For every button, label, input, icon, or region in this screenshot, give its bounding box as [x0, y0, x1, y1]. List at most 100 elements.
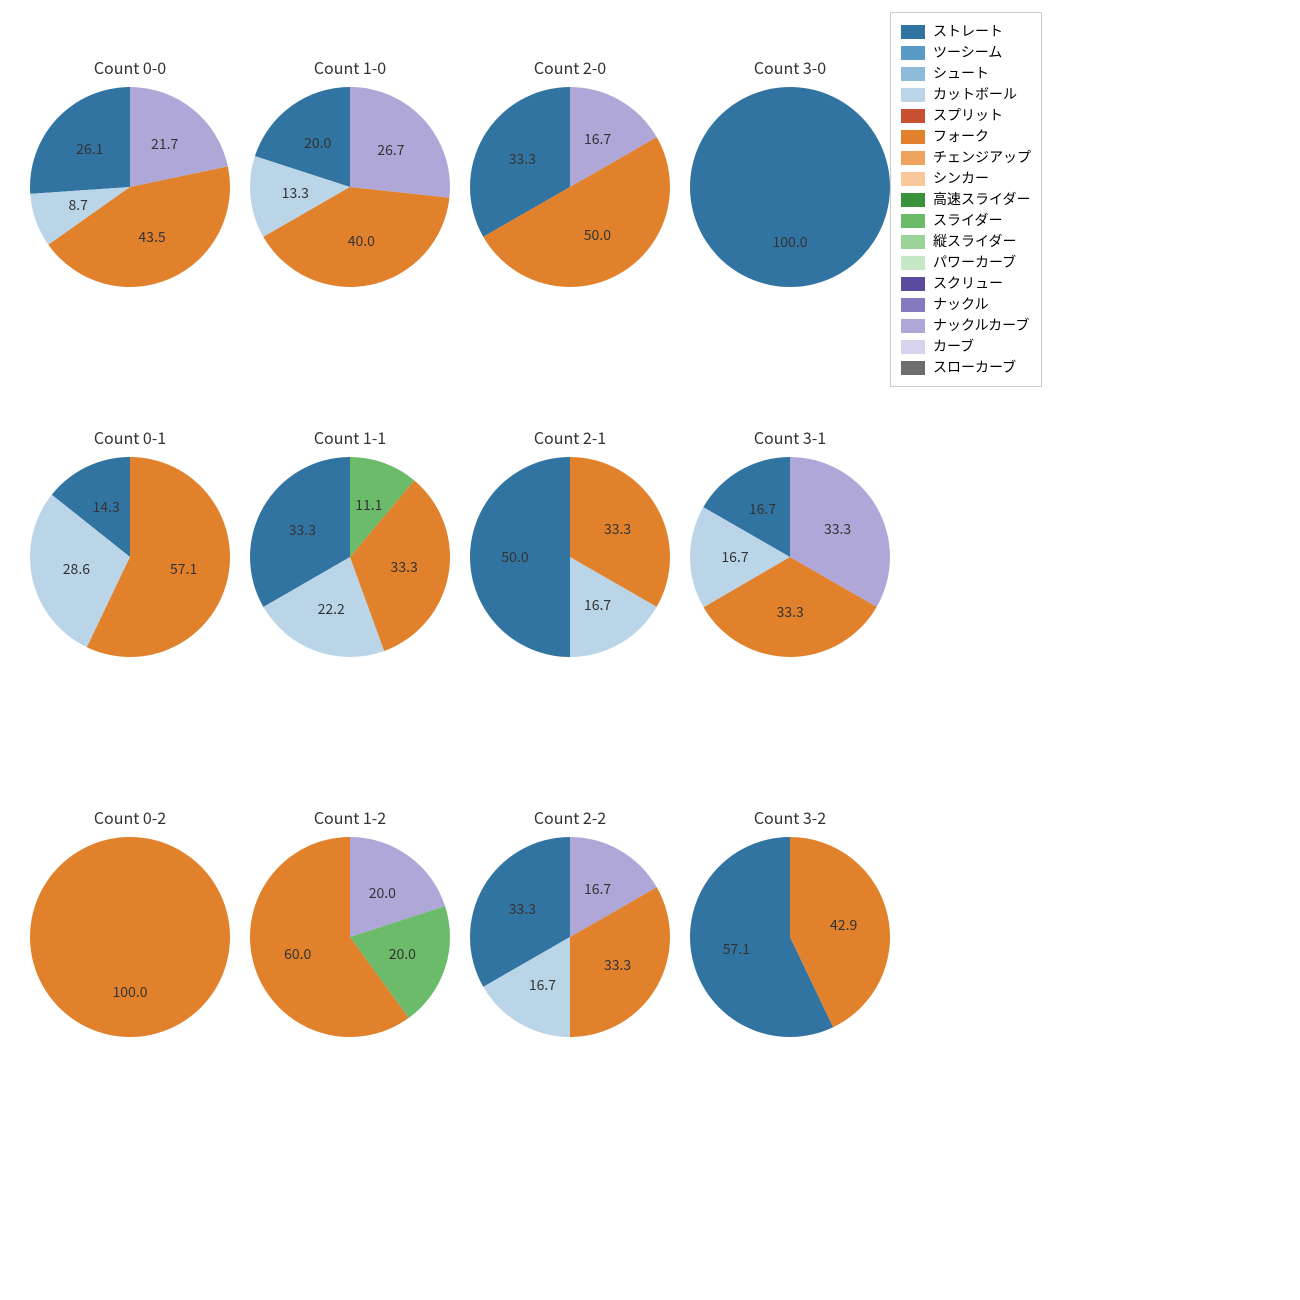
- chart-title: Count 2-0: [460, 55, 680, 79]
- pie-chart: 33.322.233.311.1: [250, 457, 450, 657]
- slice-label: 22.2: [318, 599, 345, 619]
- slice-label: 33.3: [824, 519, 851, 539]
- slice-label: 33.3: [509, 149, 536, 169]
- slice-label: 50.0: [501, 547, 528, 567]
- slice-label: 43.5: [138, 227, 165, 247]
- slice-label: 16.7: [749, 499, 776, 519]
- legend: ストレートツーシームシュートカットボールスプリットフォークチェンジアップシンカー…: [890, 12, 1042, 387]
- legend-label: フォーク: [933, 126, 989, 147]
- slice-label: 20.0: [304, 133, 331, 153]
- slice-label: 100.0: [113, 982, 148, 1002]
- legend-label: 縦スライダー: [933, 231, 1016, 252]
- chart-title: Count 1-0: [240, 55, 460, 79]
- slice-label: 50.0: [584, 225, 611, 245]
- legend-swatch: [901, 46, 925, 60]
- subplot: Count 3-0 100.0: [680, 55, 900, 287]
- legend-label: ツーシーム: [933, 42, 1002, 63]
- pie-svg: [690, 837, 890, 1037]
- slice-label: 20.0: [369, 883, 396, 903]
- legend-item: スライダー: [901, 210, 1031, 231]
- pie-chart: 20.013.340.026.7: [250, 87, 450, 287]
- chart-title: Count 0-0: [20, 55, 240, 79]
- pie-chart: 33.3 50.0 16.7: [470, 87, 670, 287]
- legend-swatch: [901, 256, 925, 270]
- legend-swatch: [901, 25, 925, 39]
- chart-title: Count 3-1: [680, 425, 900, 449]
- chart-title: Count 0-2: [20, 805, 240, 829]
- subplot: Count 2-233.316.733.316.7: [460, 805, 680, 1037]
- slice-label: 20.0: [389, 944, 416, 964]
- legend-label: パワーカーブ: [933, 252, 1016, 273]
- legend-item: フォーク: [901, 126, 1031, 147]
- legend-label: チェンジアップ: [933, 147, 1031, 168]
- legend-swatch: [901, 151, 925, 165]
- slice-label: 33.3: [604, 519, 631, 539]
- slice-label: 13.3: [282, 183, 309, 203]
- pie-svg: [250, 837, 450, 1037]
- legend-label: スライダー: [933, 210, 1002, 231]
- legend-label: カットボール: [933, 84, 1017, 105]
- subplot: Count 3-1 16.7 16.7 33.3 33.3: [680, 425, 900, 657]
- slice-label: 33.3: [391, 557, 418, 577]
- figure: Count 0-0 26.1 8.7 43.5 21.7 Count 1-0 20.0 13.…: [0, 0, 1300, 1300]
- subplot: Count 1-133.322.233.311.1: [240, 425, 460, 657]
- subplot: Count 1-020.013.340.026.7: [240, 55, 460, 287]
- slice-label: 33.3: [604, 955, 631, 975]
- legend-swatch: [901, 88, 925, 102]
- slice-label: 21.7: [151, 134, 178, 154]
- legend-label: シンカー: [933, 168, 989, 189]
- legend-item: カットボール: [901, 84, 1031, 105]
- pie-svg: [30, 87, 230, 287]
- chart-title: Count 0-1: [20, 425, 240, 449]
- pie-chart: 60.020.020.0: [250, 837, 450, 1037]
- slice-label: 16.7: [584, 129, 611, 149]
- subplot: Count 2-0 33.3 50.0 16.7: [460, 55, 680, 287]
- legend-item: チェンジアップ: [901, 147, 1031, 168]
- legend-label: スプリット: [933, 105, 1003, 126]
- pie-chart: 33.316.733.316.7: [470, 837, 670, 1037]
- legend-item: スローカーブ: [901, 357, 1031, 378]
- pie-chart: 100.0: [30, 837, 230, 1037]
- legend-label: ナックル: [933, 294, 989, 315]
- slice-label: 8.7: [68, 195, 87, 215]
- legend-item: ナックルカーブ: [901, 315, 1031, 336]
- slice-label: 33.3: [289, 520, 316, 540]
- subplot: Count 0-1 14.328.657.1: [20, 425, 240, 657]
- slice-label: 26.1: [76, 139, 103, 159]
- chart-title: Count 3-2: [680, 805, 900, 829]
- slice-label: 57.1: [723, 939, 750, 959]
- chart-title: Count 2-1: [460, 425, 680, 449]
- pie-svg: [690, 87, 890, 287]
- legend-item: シンカー: [901, 168, 1031, 189]
- legend-swatch: [901, 214, 925, 228]
- legend-label: カーブ: [933, 336, 974, 357]
- pie-chart: 100.0: [690, 87, 890, 287]
- chart-title: Count 1-1: [240, 425, 460, 449]
- slice-label: 33.3: [777, 602, 804, 622]
- legend-swatch: [901, 340, 925, 354]
- subplot: Count 3-2 57.142.9: [680, 805, 900, 1037]
- chart-title: Count 3-0: [680, 55, 900, 79]
- legend-item: スクリュー: [901, 273, 1031, 294]
- legend-swatch: [901, 277, 925, 291]
- pie-svg: [470, 87, 670, 287]
- legend-swatch: [901, 67, 925, 81]
- slice-label: 14.3: [93, 497, 120, 517]
- pie-chart: 57.142.9: [690, 837, 890, 1037]
- slice-label: 16.7: [584, 595, 611, 615]
- subplot: Count 2-1 50.0 16.7 33.3: [460, 425, 680, 657]
- legend-label: ナックルカーブ: [933, 315, 1029, 336]
- slice-label: 57.1: [170, 559, 197, 579]
- pie-svg: [690, 457, 890, 657]
- pie-svg: [30, 837, 230, 1037]
- pie-svg: [30, 457, 230, 657]
- legend-swatch: [901, 361, 925, 375]
- pie-chart: 16.7 16.7 33.3 33.3: [690, 457, 890, 657]
- subplot: Count 0-2 100.0: [20, 805, 240, 1037]
- subplot: Count 1-260.020.020.0: [240, 805, 460, 1037]
- pie-svg: [470, 837, 670, 1037]
- legend-swatch: [901, 172, 925, 186]
- slice-label: 16.7: [721, 547, 748, 567]
- subplot: Count 0-0 26.1 8.7 43.5 21.7: [20, 55, 240, 287]
- pie-chart: 14.328.657.1: [30, 457, 230, 657]
